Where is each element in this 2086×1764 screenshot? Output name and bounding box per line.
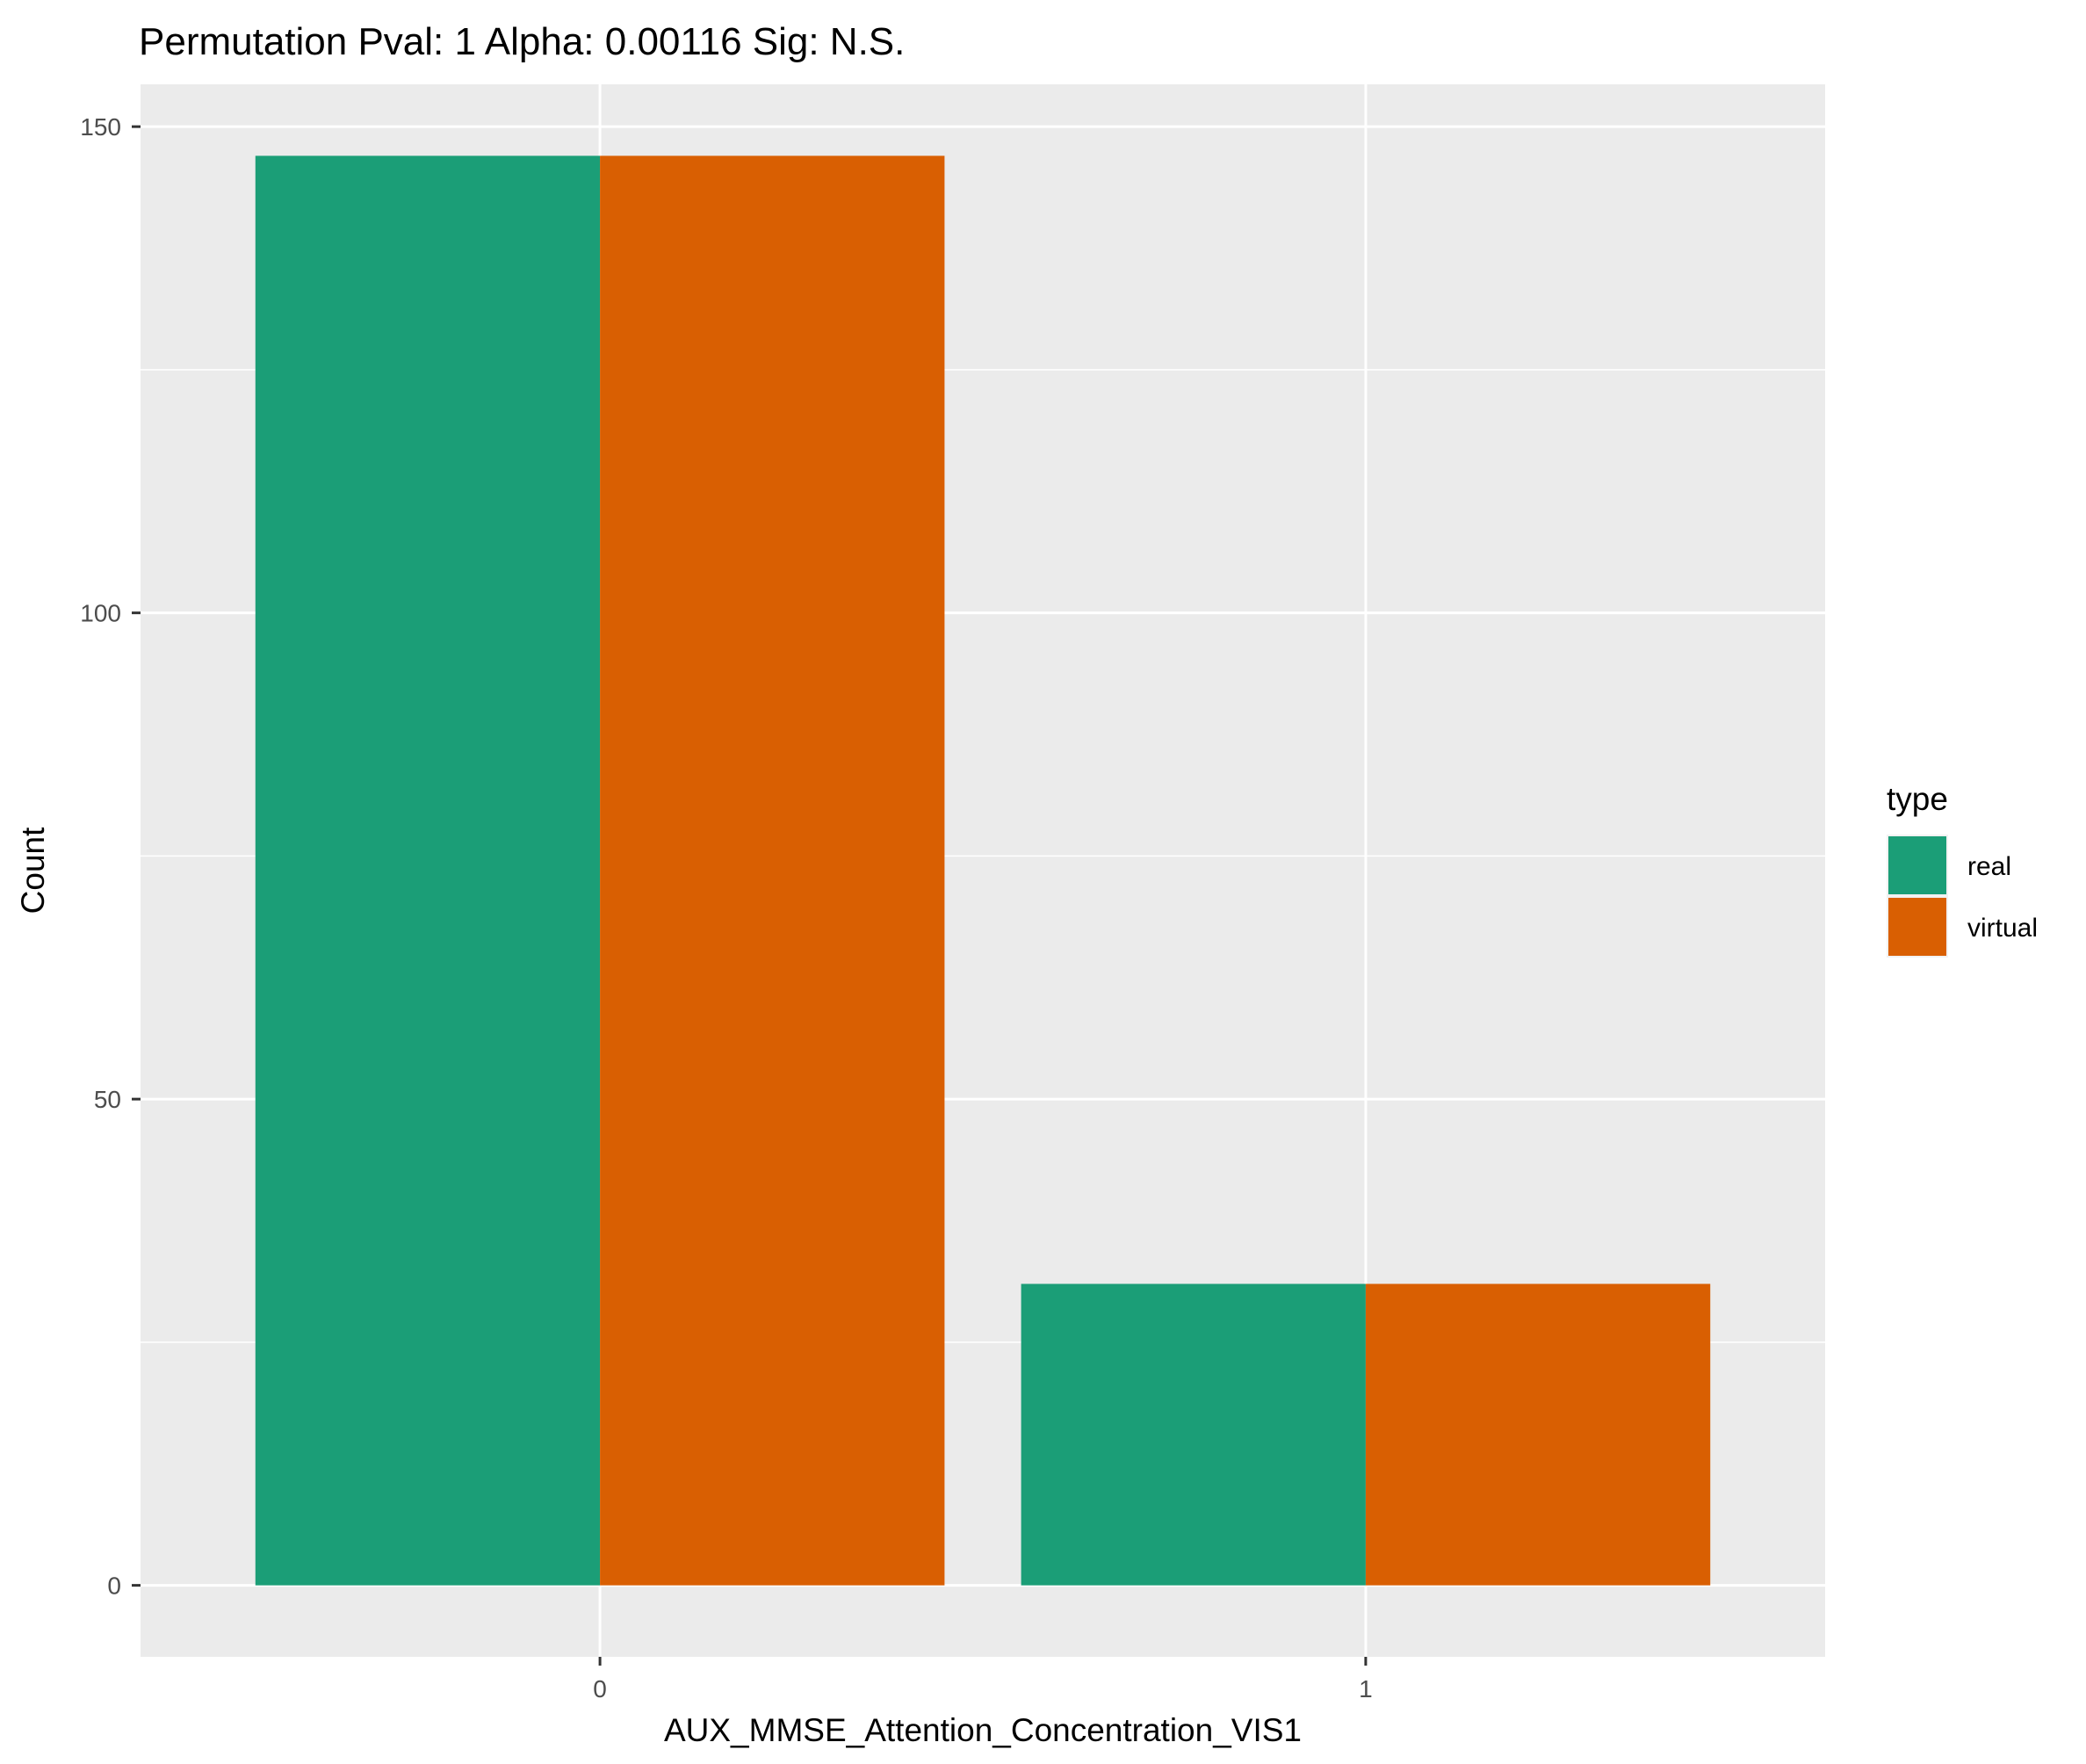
legend-label-real: real [1967,852,2011,881]
y-tick-label: 100 [80,600,121,627]
bar-real-0 [255,155,601,1586]
bars [255,155,1711,1586]
legend-swatch-real [1888,836,1946,894]
y-tick-label: 50 [94,1086,121,1113]
x-axis-title: AUX_MMSE_Attention_Concentration_VIS1 [664,1712,1302,1748]
x-tick-label: 1 [1359,1675,1373,1703]
x-tick-label: 0 [593,1675,607,1703]
bar-real-1 [1021,1283,1366,1586]
legend: type real virtual [1887,781,2038,958]
legend-label-virtual: virtual [1967,914,2038,943]
legend-title: type [1887,781,1948,817]
y-tick-label: 0 [107,1572,121,1600]
legend-swatch-virtual [1888,898,1946,956]
bar-virtual-0 [600,155,945,1586]
y-axis-title: Count [15,827,51,914]
y-tick-label: 150 [80,113,121,141]
chart-title: Permutation Pval: 1 Alpha: 0.00116 Sig: … [139,20,905,63]
y-axis: 0 50 100 150 [80,113,141,1600]
bar-virtual-1 [1365,1283,1711,1586]
